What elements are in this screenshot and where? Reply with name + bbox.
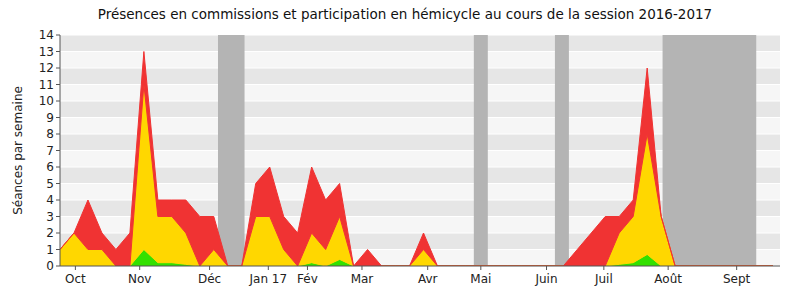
y-tick-label: 8	[46, 127, 54, 141]
x-tick-label: Juin	[534, 272, 557, 286]
x-tick	[139, 266, 140, 270]
x-tick	[361, 266, 362, 270]
y-tick-label: 9	[46, 111, 54, 125]
x-tick-label: Sept	[723, 272, 751, 286]
y-tick	[56, 183, 60, 184]
x-tick	[736, 266, 737, 270]
x-tick-label: Fév	[297, 272, 318, 286]
y-tick	[56, 233, 60, 234]
area-series	[60, 85, 773, 267]
y-tick	[56, 266, 60, 267]
y-tick	[56, 249, 60, 250]
y-tick	[56, 35, 60, 36]
x-tick-label: Déc	[198, 272, 221, 286]
y-tick-label: 13	[39, 45, 54, 59]
y-tick-label: 7	[46, 144, 54, 158]
y-tick	[56, 200, 60, 201]
shaded-period	[663, 35, 757, 266]
y-tick	[56, 167, 60, 168]
x-tick-label: Jan 17	[249, 272, 288, 286]
x-tick	[480, 266, 481, 270]
x-tick-label: Août	[654, 272, 682, 286]
x-tick	[209, 266, 210, 270]
x-tick-label: Mar	[351, 272, 374, 286]
x-tick-label: Oct	[65, 272, 86, 286]
x-tick	[546, 266, 547, 270]
y-tick	[56, 68, 60, 69]
y-tick	[56, 51, 60, 52]
y-tick	[56, 84, 60, 85]
x-tick	[268, 266, 269, 270]
y-tick-label: 2	[46, 226, 54, 240]
x-tick	[307, 266, 308, 270]
y-tick-label: 3	[46, 210, 54, 224]
title: Présences en commissions et participatio…	[98, 6, 712, 22]
y-tick-label: 1	[46, 243, 54, 257]
x-axis-line	[60, 266, 780, 267]
axes: 01234567891011121314OctNovDécJan 17FévMa…	[39, 28, 780, 286]
shaded-period	[474, 35, 488, 266]
y-tick-label: 6	[46, 160, 54, 174]
y-tick-label: 5	[46, 177, 54, 191]
y-tick-label: 10	[39, 94, 54, 108]
y-tick	[56, 101, 60, 102]
x-tick	[603, 266, 604, 270]
y-tick-label: 4	[46, 193, 54, 207]
chart: 01234567891011121314OctNovDécJan 17FévMa…	[0, 0, 800, 300]
x-tick-label: Nov	[128, 272, 151, 286]
area-series	[60, 52, 773, 267]
x-tick-label: Avr	[418, 272, 438, 286]
y-tick	[56, 134, 60, 135]
y-tick-label: 0	[46, 259, 54, 273]
y-tick-label: 14	[39, 28, 54, 42]
x-tick-label: Mai	[470, 272, 491, 286]
x-tick	[668, 266, 669, 270]
grid-line	[60, 266, 780, 267]
y-tick	[56, 150, 60, 151]
x-tick	[427, 266, 428, 270]
y-tick-label: 11	[39, 78, 54, 92]
y-tick-label: 12	[39, 61, 54, 75]
shaded-period	[555, 35, 569, 266]
y-tick	[56, 117, 60, 118]
areas	[60, 52, 773, 267]
x-tick	[75, 266, 76, 270]
y-axis-label: Séances par semaine	[11, 86, 25, 215]
y-tick	[56, 216, 60, 217]
grid	[60, 35, 780, 266]
x-tick-label: Juil	[594, 272, 613, 286]
shaded-period	[218, 35, 245, 266]
